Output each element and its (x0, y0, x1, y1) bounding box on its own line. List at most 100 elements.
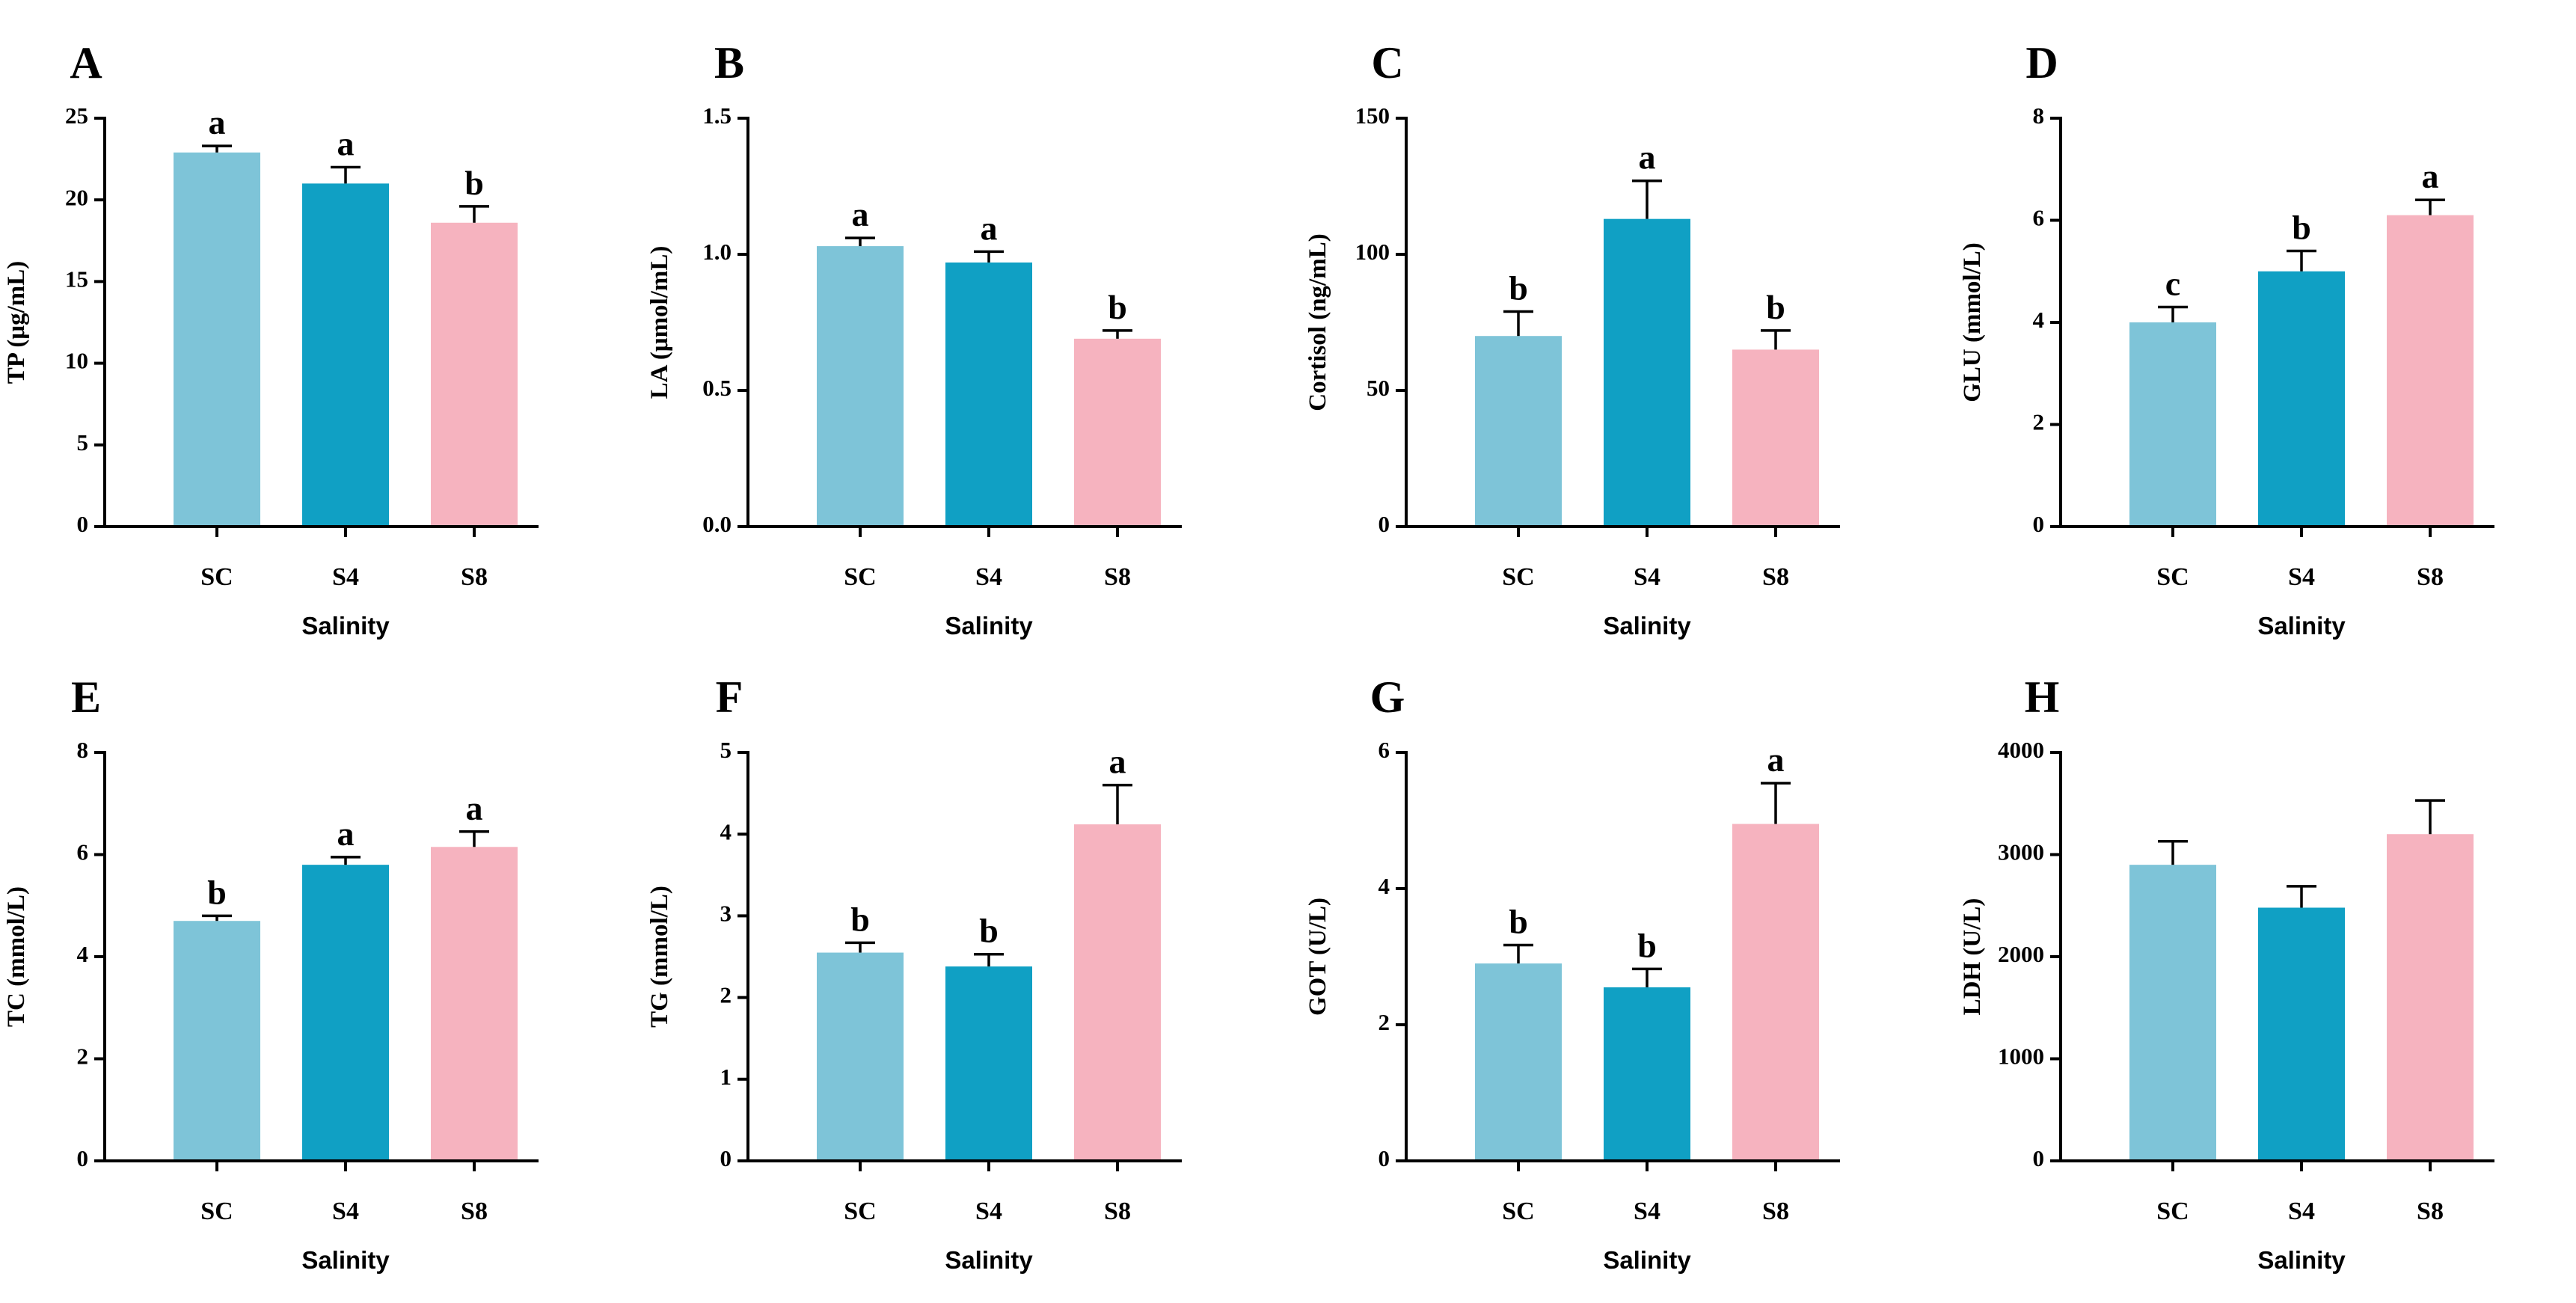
y-axis-label: TG (mmol/L) (646, 886, 673, 1028)
x-tick-label: SC (1502, 1198, 1534, 1225)
chart-panel-e: Eb a a 0 2 4 6 8 SC S4 S8 Salinity TC (mmol/L) (3, 672, 539, 1274)
bar-s4 (2258, 271, 2345, 527)
y-tick-label: 100 (1355, 239, 1390, 265)
y-tick-label: 0 (77, 1145, 89, 1171)
bar-s4 (1604, 218, 1690, 527)
chart-panel-c: Cb a b 0 50 100 150 SC S4 S8 Salinity Cortisol (ng/… (1304, 38, 1840, 640)
y-tick-label: 150 (1355, 102, 1390, 129)
bar-s8 (2387, 215, 2474, 527)
x-tick-label: S8 (461, 1198, 488, 1225)
bar-s4 (2258, 907, 2345, 1161)
significance-letter: b (979, 912, 999, 950)
y-axis-label: GOT (U/L) (1304, 898, 1331, 1016)
chart-panel-d: Dc b a 0 2 4 6 8 SC S4 S8 Salinity GLU (mmol/L) (1959, 38, 2494, 640)
x-tick-label: S4 (1634, 1198, 1660, 1225)
y-tick-label: 2 (1379, 1009, 1390, 1035)
bar-s8 (431, 847, 518, 1161)
y-tick-label: 2000 (1998, 941, 2044, 967)
significance-letter: b (1509, 269, 1528, 307)
significance-letter: a (2422, 157, 2439, 195)
x-tick-label: S4 (975, 1198, 1002, 1225)
y-tick-label: 4 (2033, 307, 2045, 333)
y-tick-label: 15 (65, 266, 88, 292)
y-tick-label: 6 (1379, 737, 1390, 763)
chart-panel-b: Ba a b 0.0 0.5 1.0 1.5 SC S4 S8 Salinity LA (μmol/m… (646, 38, 1182, 640)
panel-letter: E (71, 672, 101, 722)
x-axis-label: Salinity (1603, 612, 1691, 640)
x-tick-label: SC (2156, 563, 2189, 591)
x-tick-label: S4 (332, 563, 359, 591)
bar-sc (2129, 865, 2216, 1161)
y-axis-label: TC (mmol/L) (3, 886, 30, 1027)
significance-letter: a (981, 209, 998, 247)
chart-panel-h: H 0 1000 2000 3000 4000 SC S4 S8 Salinity LDH (U/L… (1959, 672, 2494, 1274)
x-tick-label: SC (200, 1198, 233, 1225)
bar-s4 (945, 262, 1032, 527)
y-tick-label: 4 (77, 941, 89, 967)
significance-letter: b (1766, 288, 1785, 326)
y-tick-label: 6 (77, 839, 89, 865)
bar-s8 (431, 222, 518, 527)
bar-sc (174, 921, 260, 1161)
bar-s4 (302, 183, 389, 527)
y-tick-label: 8 (2033, 102, 2045, 129)
x-tick-label: S4 (2288, 1198, 2315, 1225)
bar-s8 (1732, 824, 1819, 1161)
x-tick-label: SC (844, 1198, 876, 1225)
y-axis-label: TP (μg/mL) (3, 261, 30, 384)
y-tick-label: 0.5 (702, 375, 732, 401)
y-tick-label: 4 (720, 818, 732, 844)
x-tick-label: S4 (975, 563, 1002, 591)
bar-s8 (1732, 349, 1819, 527)
y-tick-label: 3 (720, 901, 732, 927)
y-tick-label: 4000 (1998, 737, 2044, 763)
panel-letter: B (714, 38, 744, 88)
y-tick-label: 5 (77, 429, 89, 456)
y-tick-label: 1.5 (702, 102, 732, 129)
y-tick-label: 1000 (1998, 1043, 2044, 1070)
y-axis-label: Cortisol (ng/mL) (1304, 233, 1331, 411)
bar-sc (817, 246, 904, 527)
x-tick-label: S4 (2288, 563, 2315, 591)
y-tick-label: 0 (2033, 511, 2045, 537)
y-tick-label: 0.0 (702, 511, 732, 537)
bar-s8 (1074, 824, 1161, 1161)
y-tick-label: 1 (720, 1064, 732, 1090)
bar-sc (817, 952, 904, 1161)
y-axis-label: GLU (mmol/L) (1959, 242, 1986, 402)
significance-letter: b (850, 900, 870, 938)
significance-letter: b (1509, 903, 1528, 941)
x-axis-label: Salinity (2257, 612, 2346, 640)
significance-letter: a (337, 815, 355, 853)
y-tick-label: 50 (1367, 375, 1390, 401)
x-tick-label: S4 (332, 1198, 359, 1225)
x-tick-label: S8 (1104, 563, 1131, 591)
x-tick-label: SC (2156, 1198, 2189, 1225)
x-axis-label: Salinity (301, 612, 390, 640)
chart-panel-f: Fb b a 0 1 2 3 4 5 SC S4 S8 Salinity TG (mmol/L) (646, 672, 1182, 1274)
y-tick-label: 3000 (1998, 839, 2044, 865)
y-tick-label: 0 (720, 1145, 732, 1171)
significance-letter: a (852, 195, 869, 233)
significance-letter: a (466, 789, 483, 827)
y-tick-label: 1.0 (702, 239, 732, 265)
panel-letter: D (2025, 38, 2058, 88)
y-tick-label: 0 (1379, 511, 1390, 537)
y-tick-label: 0 (1379, 1145, 1390, 1171)
x-tick-label: S8 (2417, 1198, 2444, 1225)
bar-s4 (302, 865, 389, 1161)
x-tick-label: S8 (2417, 563, 2444, 591)
x-axis-label: Salinity (1603, 1246, 1691, 1274)
chart-panel-g: Gb b a 0 2 4 6 SC S4 S8 Salinity GOT (U/L) (1304, 672, 1840, 1274)
bar-sc (2129, 322, 2216, 527)
bar-sc (1475, 336, 1562, 527)
y-tick-label: 2 (720, 982, 732, 1008)
bar-sc (174, 152, 260, 527)
y-tick-label: 4 (1379, 873, 1390, 899)
y-tick-label: 20 (65, 184, 88, 210)
chart-panel-a: Aa a b 0 5 10 15 20 25 SC S4 S8 Salinity TP (μg/mL) (3, 38, 539, 640)
bar-s8 (2387, 834, 2474, 1161)
panel-letter: G (1370, 672, 1405, 722)
x-axis-label: Salinity (945, 1246, 1033, 1274)
